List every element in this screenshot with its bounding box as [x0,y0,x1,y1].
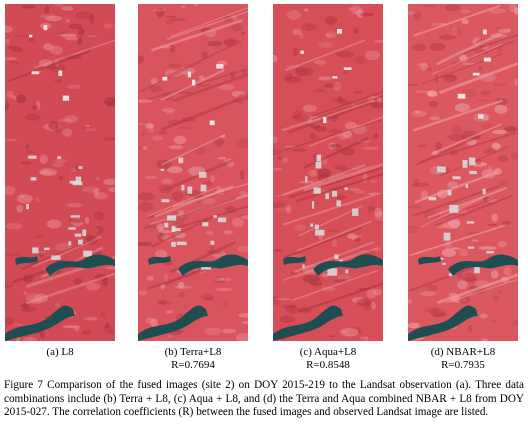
panel-label-d-text: (d) NBAR+L8 [430,346,496,358]
panel-terra-l8-image [138,4,248,341]
panel-nbar-l8-image [408,4,518,341]
panel-r-d: R=0.7935 [441,359,485,371]
panel-label-c: (c) Aqua+L8 R=0.8548 [253,346,403,372]
panel-label-a-text: (a) L8 [46,346,74,358]
panel-label-c-text: (c) Aqua+L8 [299,346,357,358]
panel-label-a: (a) L8 [0,346,135,359]
figure-caption: Figure 7 Comparison of the fused images … [4,379,524,419]
panel-label-d: (d) NBAR+L8 R=0.7935 [388,346,528,372]
panel-r-c: R=0.8548 [306,359,350,371]
panel-label-b: (b) Terra+L8 R=0.7694 [118,346,268,372]
panel-label-b-text: (b) Terra+L8 [164,346,222,358]
panel-aqua-l8-image [273,4,383,341]
panel-r-b: R=0.7694 [171,359,215,371]
panel-l8-image [5,4,115,341]
